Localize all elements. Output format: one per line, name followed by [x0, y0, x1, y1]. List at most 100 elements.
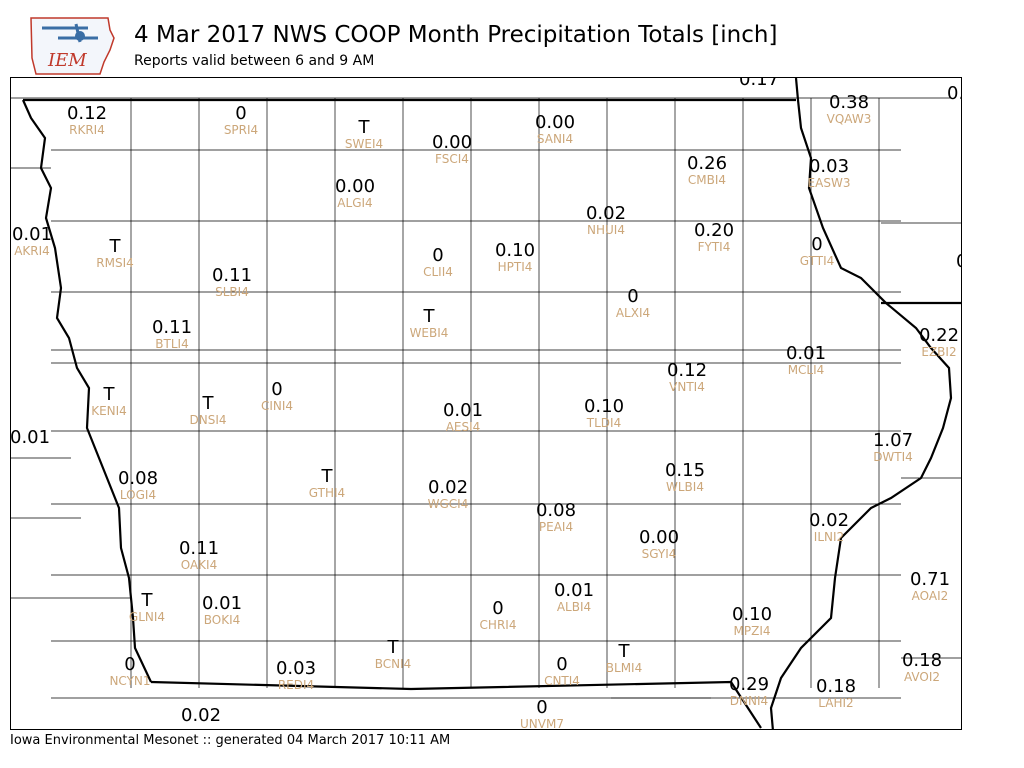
- station-id: BLMI4: [605, 661, 643, 675]
- station-value: T: [202, 393, 214, 414]
- station-marker: 0.38 VQAW3: [827, 93, 872, 126]
- edge-value: 0.01: [10, 427, 51, 448]
- station-value: 0.08: [117, 468, 159, 489]
- station-marker: 0 CHRI4: [480, 599, 517, 632]
- station-id: BTLI4: [155, 337, 189, 351]
- station-value: 0.18: [815, 676, 857, 697]
- station-marker: 0.02 ILNI2: [809, 511, 849, 544]
- station-id: CINI4: [260, 399, 294, 413]
- edge-value: 0.02: [181, 706, 221, 726]
- station-id: ALGI4: [337, 196, 373, 210]
- station-value: 0.71: [909, 569, 951, 590]
- station-value: 0.11: [211, 265, 253, 286]
- station-id: HPTI4: [497, 260, 533, 274]
- station-marker: 0.18 AVOI2: [902, 651, 942, 684]
- station-id: SPRI4: [223, 123, 259, 137]
- station-value: 0.11: [151, 317, 193, 338]
- station-value: 0.29: [728, 674, 770, 695]
- station-id: REDI4: [277, 678, 315, 692]
- station-id: LOGI4: [119, 488, 157, 502]
- edge-value-text: 0.8: [947, 83, 961, 104]
- station-value: 0: [432, 245, 444, 266]
- station-id: AOAI2: [911, 589, 949, 603]
- station-id: CNTI4: [544, 674, 580, 688]
- station-id: DWTI4: [873, 450, 913, 464]
- station-id: DNSI4: [189, 413, 227, 427]
- station-id: SANI4: [536, 132, 574, 146]
- footer-credit: Iowa Environmental Mesonet :: generated …: [10, 733, 451, 748]
- station-value: T: [423, 306, 435, 327]
- station-marker: T BCNI4: [375, 638, 412, 671]
- edge-value-text: 0.17: [739, 77, 780, 90]
- station-value: 0.12: [666, 360, 708, 381]
- station-marker: 0 NCYN1: [109, 655, 150, 688]
- station-marker: 0.03 EASW3: [808, 157, 851, 190]
- station-marker: 0.01 AESI4: [443, 401, 483, 434]
- station-id: GTHI4: [308, 486, 346, 500]
- station-value: 0.01: [442, 400, 484, 421]
- station-id: TLDI4: [586, 416, 622, 430]
- station-id: ILNI2: [813, 530, 845, 544]
- map-panel: 0.12 RKRI4 0 SPRI4 T SWEI4 0.00 FSCI4 0.00 SANI4 0…: [10, 77, 962, 730]
- station-value: 0.00: [638, 527, 680, 548]
- station-id: NCYN1: [109, 674, 151, 688]
- station-value: T: [109, 236, 121, 257]
- edge-value-text: 0: [956, 252, 961, 272]
- chart-subtitle: Reports valid between 6 and 9 AM: [134, 53, 375, 69]
- station-marker: T KENI4: [91, 385, 127, 418]
- edge-value-text: 0.01: [10, 427, 51, 448]
- station-value: 0.26: [686, 153, 728, 174]
- station-id: KENI4: [91, 404, 127, 418]
- station-marker: 0.08 LOGI4: [118, 469, 158, 502]
- state-border-east: [769, 78, 953, 729]
- station-id: RKRI4: [69, 123, 105, 137]
- station-value: 0.00: [334, 176, 376, 197]
- iem-logo: IEM: [30, 17, 115, 75]
- edge-value: 0: [956, 252, 961, 272]
- station-marker: 0 CNTI4: [544, 655, 580, 688]
- station-value: 0.02: [585, 203, 627, 224]
- station-value: 0.10: [731, 604, 773, 625]
- station-id: FYTI4: [697, 240, 731, 254]
- station-marker: 0.02 NHUI4: [586, 204, 626, 237]
- station-value: 0.12: [66, 103, 108, 124]
- station-value: 1.07: [872, 430, 914, 451]
- station-value: 0.11: [178, 538, 220, 559]
- station-id: DNNI4: [729, 694, 769, 708]
- station-value: T: [387, 637, 399, 658]
- station-id: MPZI4: [733, 624, 771, 638]
- station-value: 0.20: [693, 220, 735, 241]
- station-marker: 0.18 LAHI2: [816, 677, 856, 710]
- station-id: CLII4: [423, 265, 453, 279]
- station-value: T: [141, 590, 153, 611]
- station-id: CHRI4: [479, 618, 517, 632]
- station-id: LAHI2: [818, 696, 854, 710]
- station-value: 0.01: [11, 224, 53, 245]
- station-id: BOKI4: [203, 613, 241, 627]
- station-value: 0.00: [431, 132, 473, 153]
- station-marker: 0 SPRI4: [224, 104, 258, 137]
- station-marker: 0.11 BTLI4: [152, 318, 192, 351]
- station-marker: 0.00 SANI4: [535, 113, 575, 146]
- state-border-south: [150, 680, 762, 729]
- state-border-west: [21, 99, 152, 683]
- station-value: 0: [536, 697, 548, 718]
- station-value: 0.15: [664, 460, 706, 481]
- station-value: 0.18: [901, 650, 943, 671]
- station-id: WEBI4: [409, 326, 449, 340]
- station-value: 0.02: [427, 477, 469, 498]
- station-id: SLBI4: [215, 285, 249, 299]
- station-marker: T GTHI4: [309, 467, 345, 500]
- station-value: 0.10: [583, 396, 625, 417]
- station-marker: 0.22 EZBI2: [919, 326, 959, 359]
- station-id: MCLI4: [787, 363, 825, 377]
- station-value: 0.10: [494, 240, 536, 261]
- station-marker: 0.10 TLDI4: [584, 397, 624, 430]
- station-value: T: [321, 466, 333, 487]
- station-value: 0.03: [275, 658, 317, 679]
- station-marker: 0.01 AKRI4: [12, 225, 52, 258]
- edge-value: 0.17: [739, 77, 780, 90]
- station-marker: T RMSI4: [96, 237, 133, 270]
- station-id: SWEI4: [344, 137, 384, 151]
- station-value: 0: [271, 379, 283, 400]
